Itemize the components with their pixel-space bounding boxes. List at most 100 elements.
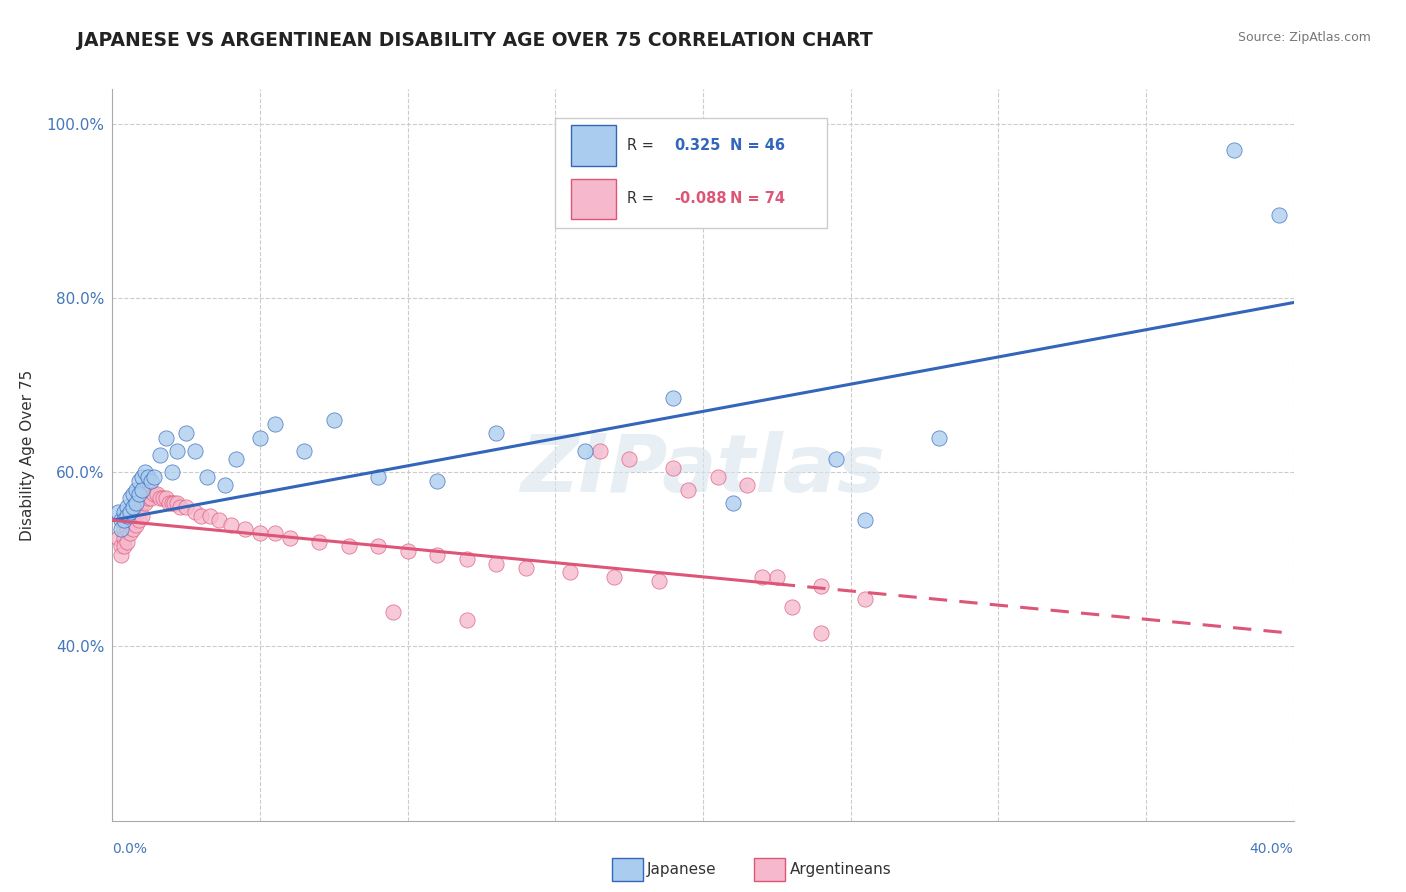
Point [125,517,148,532]
Point [619,452,641,467]
Point [485,557,508,571]
Point [155,491,177,506]
Point [323,413,346,427]
Point [796,165,818,179]
Point [117,522,138,536]
Point [264,417,287,432]
Text: N = 46: N = 46 [730,138,785,153]
Point [647,574,671,589]
Point [131,496,153,510]
Text: R =: R = [627,192,659,206]
Point [134,466,156,480]
Point [131,469,153,483]
Point [603,570,626,584]
Point [426,548,449,562]
Point [184,504,207,518]
Point [810,626,832,640]
Point [292,443,315,458]
Point [337,539,360,553]
Point [160,466,183,480]
Point [382,605,405,619]
Point [225,452,247,467]
Point [678,483,700,497]
Point [112,522,135,536]
Point [456,613,478,627]
FancyBboxPatch shape [571,178,616,219]
Point [166,496,188,510]
Point [1268,209,1291,223]
Text: JAPANESE VS ARGENTINEAN DISABILITY AGE OVER 75 CORRELATION CHART: JAPANESE VS ARGENTINEAN DISABILITY AGE O… [77,31,873,50]
Point [125,496,148,510]
Text: Argentineans: Argentineans [790,863,891,877]
Point [721,496,744,510]
Point [264,526,287,541]
Point [120,526,142,541]
Text: ZIPatlas: ZIPatlas [520,431,886,508]
Point [737,478,759,492]
Point [169,500,191,515]
Point [662,461,685,475]
Point [810,578,832,592]
Point [166,443,188,458]
Point [214,478,236,492]
Point [120,504,142,518]
Point [195,469,218,483]
Point [824,452,846,467]
Point [456,552,478,566]
Point [163,496,186,510]
Point [184,443,207,458]
Y-axis label: Disability Age Over 75: Disability Age Over 75 [20,369,35,541]
Point [662,392,685,406]
Point [152,491,174,506]
Point [198,508,221,523]
Point [855,591,877,606]
Text: Source: ZipAtlas.com: Source: ZipAtlas.com [1237,31,1371,45]
Point [367,539,389,553]
Point [146,487,169,501]
Text: Japanese: Japanese [647,863,717,877]
Point [122,487,145,501]
Point [149,448,172,462]
Point [1223,143,1246,157]
Point [107,531,129,545]
Point [139,474,162,488]
Point [128,491,150,506]
Point [515,561,537,575]
Point [125,504,148,518]
Point [278,531,301,545]
Point [122,500,145,515]
Point [120,504,142,518]
Point [122,508,145,523]
Point [160,496,183,510]
Text: -0.088: -0.088 [675,192,727,206]
Point [120,513,142,527]
Point [751,570,773,584]
Point [780,600,803,615]
Point [558,566,582,580]
Text: 0.0%: 0.0% [112,842,148,856]
Point [142,487,165,501]
Point [112,531,135,545]
Point [117,500,138,515]
Point [128,500,150,515]
Point [928,430,950,444]
Point [142,469,165,483]
Point [110,522,132,536]
Point [308,535,330,549]
Point [134,487,156,501]
Point [110,513,132,527]
FancyBboxPatch shape [571,126,616,166]
Point [131,487,153,501]
Point [136,491,159,506]
Point [117,508,138,523]
Point [190,508,212,523]
Point [128,474,150,488]
Point [219,517,242,532]
Point [134,496,156,510]
Point [125,483,148,497]
Point [155,430,177,444]
Point [249,430,271,444]
Point [208,513,231,527]
Point [125,496,148,510]
Point [367,469,389,483]
